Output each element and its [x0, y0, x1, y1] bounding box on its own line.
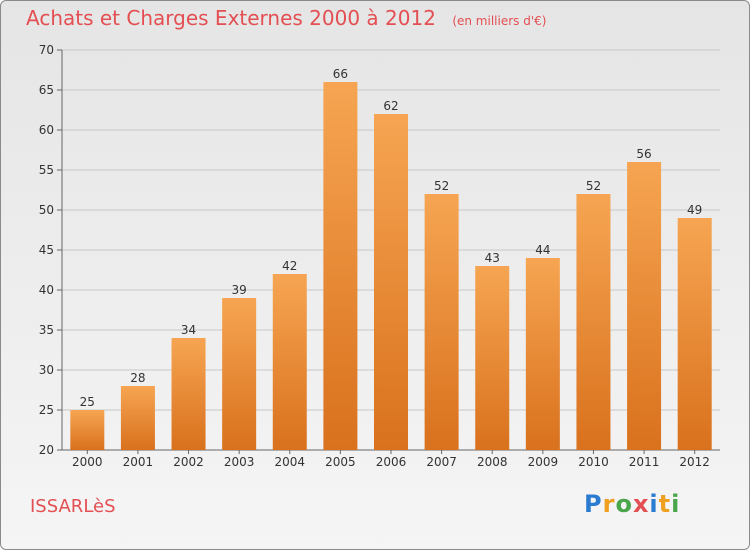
x-tick-label: 2012 — [679, 455, 710, 469]
x-tick-label: 2011 — [629, 455, 660, 469]
y-tick-label: 40 — [39, 283, 54, 297]
bar — [525, 258, 560, 450]
bar — [272, 274, 307, 450]
y-tick-label: 25 — [39, 403, 54, 417]
y-tick-label: 60 — [39, 123, 54, 137]
x-tick-label: 2003 — [224, 455, 255, 469]
bar — [576, 194, 611, 450]
logo-letter: x — [632, 490, 650, 518]
y-tick-label: 45 — [39, 243, 54, 257]
bar — [374, 114, 408, 450]
chart-unit: (en milliers d'€) — [452, 14, 547, 28]
chart-title-block: Achats et Charges Externes 2000 à 2012 (… — [26, 6, 546, 30]
bar — [475, 266, 510, 450]
logo-letter: i — [649, 490, 659, 518]
y-tick-label: 65 — [39, 83, 54, 97]
x-tick-label: 2000 — [72, 455, 103, 469]
data-labels: 25 28 34 39 42 66 62 52 43 44 52 56 49 — [80, 67, 703, 409]
x-tick-label: 2002 — [173, 455, 204, 469]
logo-letter: r — [602, 490, 616, 518]
x-tick-label: 2010 — [578, 455, 609, 469]
tick-labels: 20 25 30 35 40 45 50 55 60 65 70 2000 2001 2002 2003 20… — [39, 43, 710, 469]
logo-letter: t — [658, 490, 672, 518]
bar-value-label: 42 — [282, 259, 297, 273]
logo-letter: P — [584, 490, 603, 518]
y-tick-label: 50 — [39, 203, 54, 217]
logo-letter: o — [615, 490, 633, 518]
x-tick-label: 2005 — [325, 455, 356, 469]
bar-value-label: 49 — [687, 203, 702, 217]
chart-title: Achats et Charges Externes 2000 à 2012 — [26, 6, 436, 30]
bar — [323, 82, 358, 450]
bar-value-label: 28 — [130, 371, 145, 385]
bar-value-label: 34 — [181, 323, 196, 337]
commune-name: ISSARLèS — [30, 496, 116, 517]
bar — [120, 386, 155, 450]
bar-value-label: 39 — [232, 283, 247, 297]
y-tick-label: 35 — [39, 323, 54, 337]
x-tick-label: 2008 — [477, 455, 508, 469]
bar — [677, 218, 712, 450]
x-tick-label: 2006 — [376, 455, 407, 469]
bar — [222, 298, 257, 450]
y-tick-label: 70 — [39, 43, 54, 57]
bar — [70, 410, 105, 450]
x-tick-label: 2009 — [528, 455, 559, 469]
bar-value-label: 25 — [80, 395, 95, 409]
bar-value-label: 52 — [586, 179, 601, 193]
bar — [424, 194, 459, 450]
x-tick-label: 2001 — [123, 455, 154, 469]
bar-value-label: 62 — [383, 99, 398, 113]
logo-letter: i — [671, 490, 681, 518]
bar-value-label: 44 — [535, 243, 550, 257]
x-tick-label: 2007 — [426, 455, 457, 469]
x-tick-label: 2004 — [274, 455, 305, 469]
y-tick-label: 20 — [39, 443, 54, 457]
bar-value-label: 56 — [636, 147, 651, 161]
bar-value-label: 66 — [333, 67, 348, 81]
bar — [627, 162, 662, 450]
bars — [70, 82, 712, 450]
bar-value-label: 52 — [434, 179, 449, 193]
bar — [171, 338, 206, 450]
proxiti-logo[interactable]: Proxiti — [584, 490, 680, 518]
bar-value-label: 43 — [485, 251, 500, 265]
y-tick-label: 30 — [39, 363, 54, 377]
y-tick-label: 55 — [39, 163, 54, 177]
